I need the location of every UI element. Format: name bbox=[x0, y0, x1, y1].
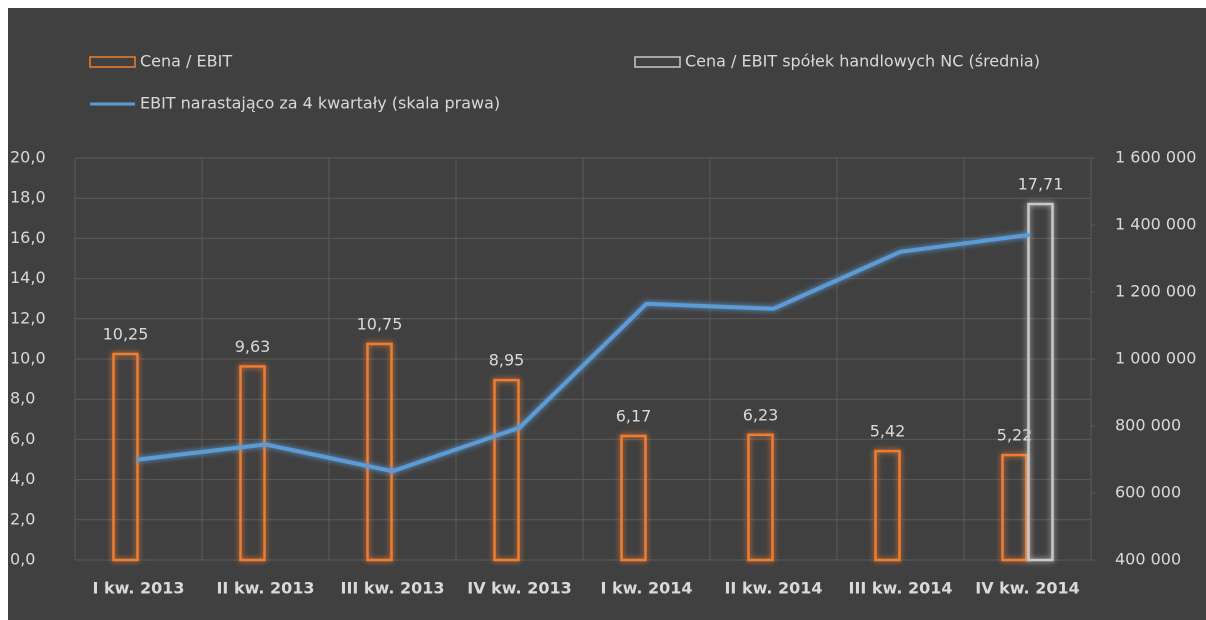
legend-swatch bbox=[89, 56, 136, 68]
x-tick-label: III kw. 2014 bbox=[848, 579, 952, 598]
x-tick-label: III kw. 2013 bbox=[340, 579, 444, 598]
y-tick-label: 20,0 bbox=[10, 148, 46, 167]
y2-tick-label: 800 000 bbox=[1115, 416, 1181, 435]
data-label: 17,71 bbox=[1018, 175, 1064, 194]
data-label: 10,75 bbox=[357, 314, 403, 333]
data-label: 9,63 bbox=[235, 337, 271, 356]
x-tick-label: IV kw. 2013 bbox=[467, 579, 571, 598]
y-tick-label: 8,0 bbox=[10, 389, 35, 408]
data-label: 5,22 bbox=[997, 426, 1033, 445]
y-tick-label: 12,0 bbox=[10, 308, 46, 327]
data-label: 10,25 bbox=[103, 324, 149, 343]
bar bbox=[747, 433, 774, 562]
x-tick-label: I kw. 2013 bbox=[92, 579, 184, 598]
y-tick-label: 18,0 bbox=[10, 188, 46, 207]
y-tick-label: 4,0 bbox=[10, 469, 35, 488]
bar bbox=[620, 434, 647, 562]
y2-tick-label: 1 600 000 bbox=[1115, 148, 1196, 167]
legend-label: EBIT narastająco za 4 kwartały (skala pr… bbox=[140, 94, 500, 113]
legend-label: Cena / EBIT bbox=[140, 52, 232, 71]
x-tick-label: IV kw. 2014 bbox=[975, 579, 1079, 598]
data-label: 6,23 bbox=[743, 405, 779, 424]
y-tick-label: 0,0 bbox=[10, 550, 35, 569]
chart-background bbox=[8, 8, 1206, 620]
y-tick-label: 14,0 bbox=[10, 268, 46, 287]
x-tick-label: I kw. 2014 bbox=[600, 579, 692, 598]
data-label: 6,17 bbox=[616, 406, 652, 425]
y2-tick-label: 1 200 000 bbox=[1115, 282, 1196, 301]
y2-tick-label: 1 400 000 bbox=[1115, 215, 1196, 234]
bar bbox=[493, 378, 520, 562]
bar bbox=[112, 352, 139, 562]
bar bbox=[874, 449, 901, 562]
y-tick-label: 10,0 bbox=[10, 349, 46, 368]
y2-tick-label: 600 000 bbox=[1115, 483, 1181, 502]
bar bbox=[1001, 453, 1028, 562]
x-tick-label: II kw. 2014 bbox=[724, 579, 822, 598]
legend-swatch bbox=[634, 56, 681, 68]
bar bbox=[239, 365, 266, 562]
y2-tick-label: 1 000 000 bbox=[1115, 349, 1196, 368]
line bbox=[136, 233, 1030, 474]
data-label: 5,42 bbox=[870, 422, 906, 441]
y-tick-label: 2,0 bbox=[10, 509, 35, 528]
bar bbox=[1027, 202, 1054, 562]
y2-tick-label: 400 000 bbox=[1115, 550, 1181, 569]
bar bbox=[366, 342, 393, 562]
x-tick-label: II kw. 2013 bbox=[216, 579, 314, 598]
legend-label: Cena / EBIT spółek handlowych NC (średni… bbox=[685, 52, 1040, 71]
y-tick-label: 6,0 bbox=[10, 429, 35, 448]
y-tick-label: 16,0 bbox=[10, 228, 46, 247]
data-label: 8,95 bbox=[489, 351, 525, 370]
